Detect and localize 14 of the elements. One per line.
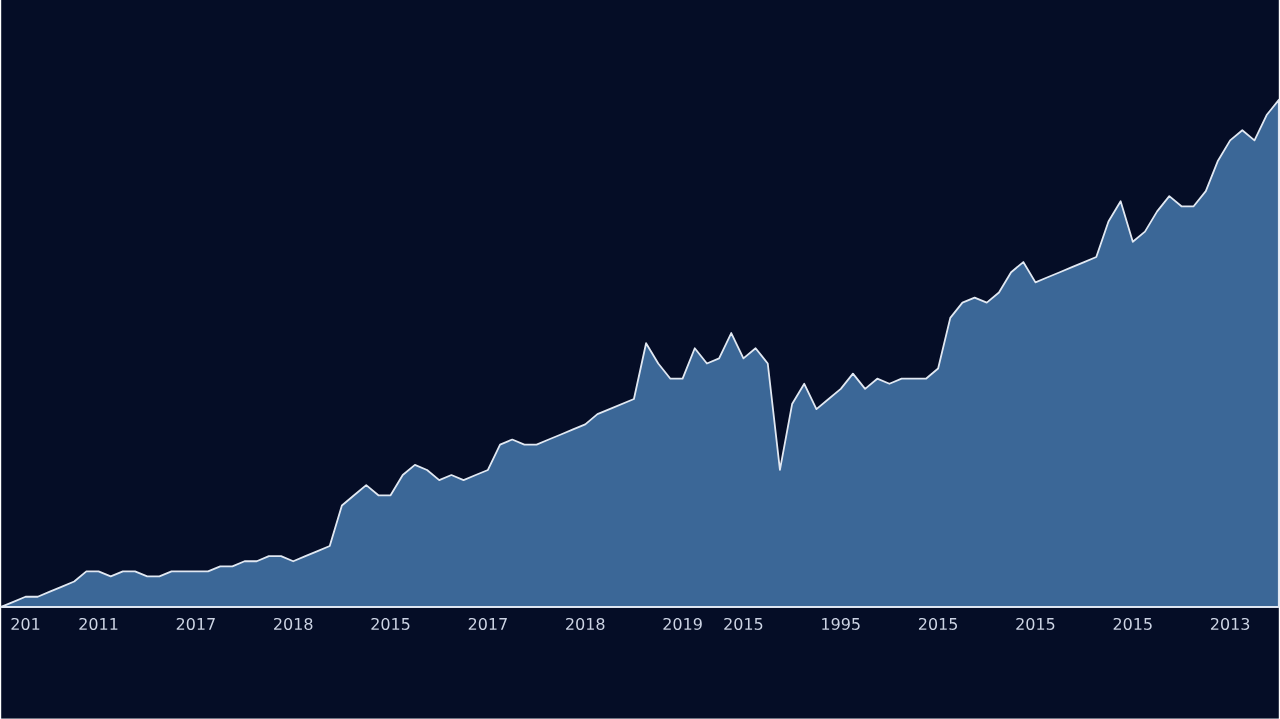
x-tick-label: 2018 bbox=[566, 618, 605, 631]
x-tick-label: 2011 bbox=[79, 618, 118, 631]
x-tick-label: 2015 bbox=[724, 618, 763, 631]
x-tick-label: 2015 bbox=[918, 618, 958, 631]
x-tick-label: 2015 bbox=[1113, 618, 1152, 631]
x-tick-label: 2015 bbox=[371, 618, 410, 631]
x-tick-label: 2017 bbox=[176, 618, 215, 631]
x-tick-label: 2017 bbox=[468, 618, 507, 631]
x-tick-label: 2015 bbox=[1016, 618, 1055, 631]
x-tick-label: 2019 bbox=[663, 618, 702, 631]
x-tick-label: 2013 bbox=[1210, 618, 1250, 631]
x-tick-label: 201 bbox=[11, 618, 40, 631]
x-tick-label: 1995 bbox=[822, 618, 860, 631]
x-tick-label: 2018 bbox=[274, 618, 313, 631]
